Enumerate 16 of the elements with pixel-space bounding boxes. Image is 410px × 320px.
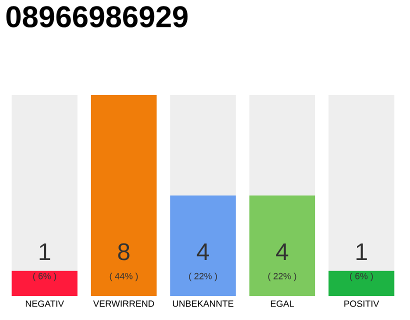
x-tick-label: EGAL xyxy=(270,300,294,307)
x-tick-label: VERWIRREND xyxy=(93,300,154,307)
annotation: ( 6% ) xyxy=(33,272,56,282)
x-tick-label: POSITIV xyxy=(344,300,380,307)
x-tick-label: NEGATIV xyxy=(26,300,64,307)
data-label: 4 xyxy=(276,244,288,260)
annotation: ( 44% ) xyxy=(110,272,138,282)
annotation: ( 22% ) xyxy=(189,272,217,282)
x-tick-label: UNBEKANNTE xyxy=(172,300,234,307)
annotation: ( 22% ) xyxy=(268,272,296,282)
data-label: 8 xyxy=(118,243,130,260)
data-label: 1 xyxy=(356,244,367,260)
data-label: 1 xyxy=(40,244,50,260)
data-label: 4 xyxy=(196,244,209,260)
annotation: ( 6% ) xyxy=(350,272,373,282)
chart-title: 08966986929 xyxy=(6,6,188,28)
